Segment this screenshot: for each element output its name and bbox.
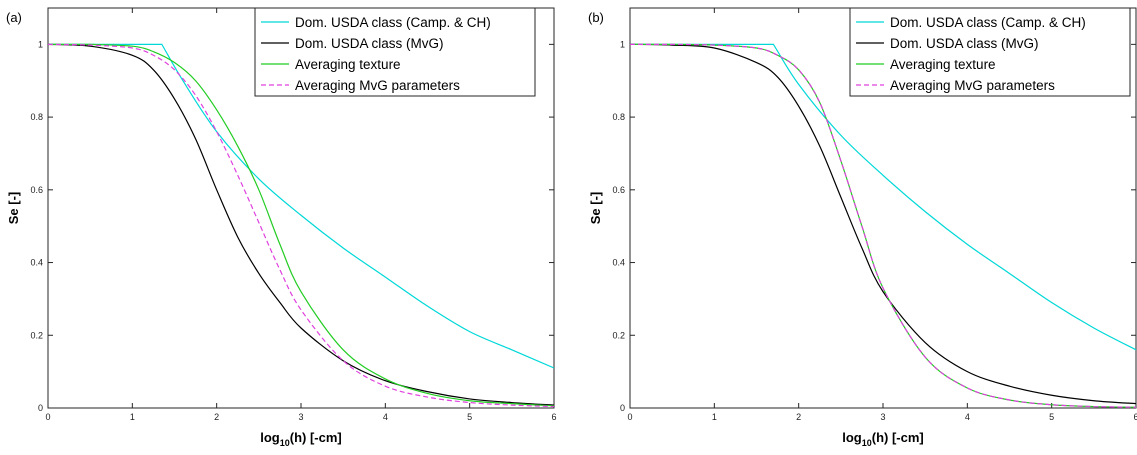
- chart-panel-2: 0 1 2 3 4 5 6 0 0.2 0.4 0.6 0.8 1 log10(h) [-cm] Se [-…: [588, 7, 1137, 448]
- legend-entry-4: Averaging MvG parameters: [890, 78, 1055, 93]
- x-tick-label: 6: [1133, 412, 1137, 422]
- panel-label: (a): [6, 10, 22, 25]
- y-tick-label: 0.8: [30, 112, 43, 122]
- x-tick-label: 4: [965, 412, 970, 422]
- y-tick-label: 0.8: [612, 112, 625, 122]
- x-tick-label: 5: [467, 412, 472, 422]
- legend: Dom. USDA class (Camp. & CH) Dom. USDA cl…: [254, 7, 536, 97]
- x-axis-label: log10(h) [-cm]: [260, 430, 342, 448]
- x-tick-label: 3: [298, 412, 303, 422]
- series-line-3: [48, 43, 554, 407]
- y-tick-label: 0: [38, 403, 43, 413]
- y-axis-label: Se [-]: [6, 192, 21, 225]
- x-tick-label: 1: [130, 412, 135, 422]
- x-tick-label: 0: [45, 412, 50, 422]
- y-tick-label: 1: [620, 39, 625, 49]
- legend-entry-3: Averaging texture: [890, 57, 996, 72]
- y-tick-label: 0.2: [612, 330, 625, 340]
- legend-entry-2: Dom. USDA class (MvG): [890, 36, 1039, 51]
- y-tick-label: 0.2: [30, 330, 43, 340]
- y-tick-label: 1: [38, 39, 43, 49]
- x-tick-label: 2: [214, 412, 219, 422]
- x-tick-label: 1: [712, 412, 717, 422]
- y-tick-label: 0.4: [612, 258, 625, 268]
- series-line-4: [48, 43, 554, 408]
- y-tick-label: 0.6: [612, 185, 625, 195]
- series-line-1: [630, 43, 1136, 351]
- series-line-4: [630, 43, 1136, 408]
- y-tick-label: 0: [620, 403, 625, 413]
- legend-entry-4: Averaging MvG parameters: [295, 78, 460, 93]
- x-tick-label: 0: [627, 412, 632, 422]
- y-axis-label: Se [-]: [588, 192, 603, 225]
- x-tick-label: 5: [1049, 412, 1054, 422]
- legend-entry-1: Dom. USDA class (Camp. & CH): [295, 15, 491, 30]
- legend: Dom. USDA class (Camp. & CH) Dom. USDA cl…: [849, 7, 1131, 97]
- series-line-1: [48, 43, 554, 369]
- panel-label: (b): [588, 10, 604, 25]
- x-tick-label: 3: [880, 412, 885, 422]
- legend-box: [254, 7, 536, 97]
- chart-panel-1: 0 1 2 3 4 5 6 0 0.2 0.4 0.6 0.8 1 log10(h) [-cm] Se [-…: [6, 7, 557, 448]
- x-tick-label: 6: [551, 412, 556, 422]
- y-tick-label: 0.4: [30, 258, 43, 268]
- x-axis-label: log10(h) [-cm]: [842, 430, 924, 448]
- legend-entry-1: Dom. USDA class (Camp. & CH): [890, 15, 1086, 30]
- legend-entry-3: Averaging texture: [295, 57, 401, 72]
- y-tick-label: 0.6: [30, 185, 43, 195]
- series-line-2: [48, 43, 554, 406]
- legend-entry-2: Dom. USDA class (MvG): [295, 36, 444, 51]
- series-line-2: [630, 43, 1136, 405]
- legend-box: [849, 7, 1131, 97]
- x-tick-label: 4: [383, 412, 388, 422]
- x-tick-label: 2: [796, 412, 801, 422]
